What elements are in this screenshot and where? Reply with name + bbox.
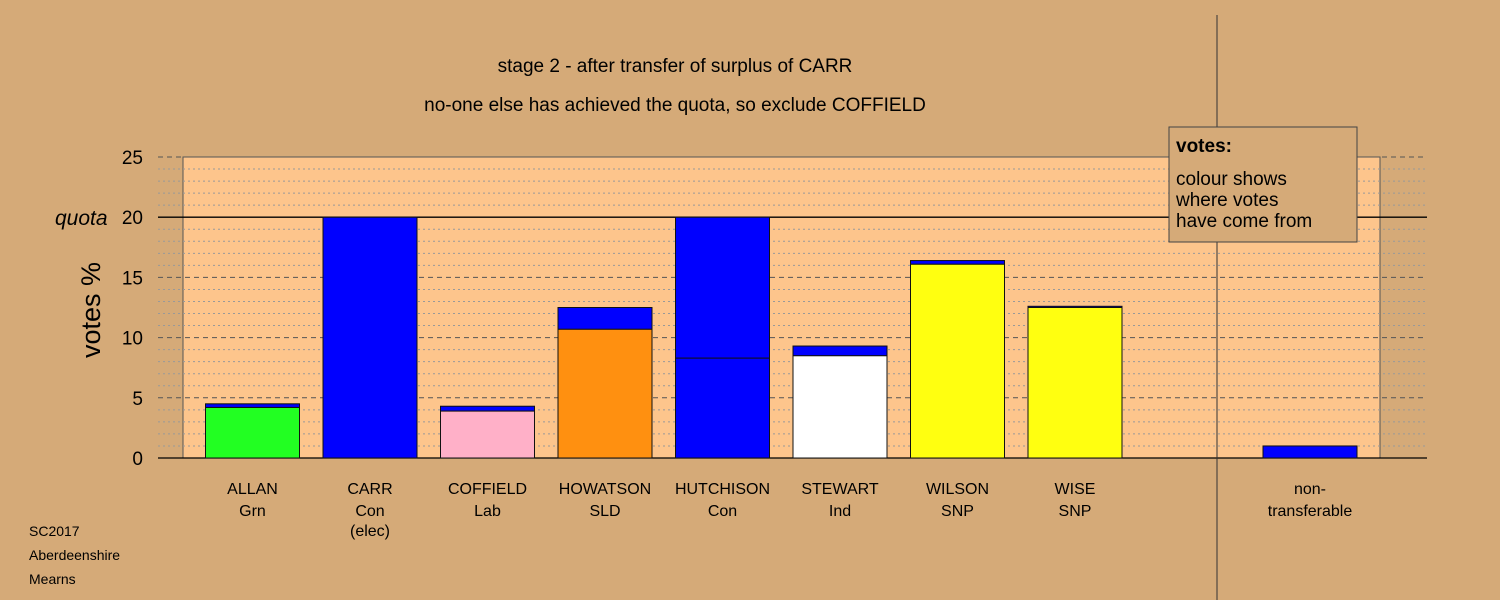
category-party-hutchison: Con — [708, 503, 737, 520]
y-tick-label: 15 — [122, 268, 143, 289]
legend-line-1: colour shows — [1176, 169, 1287, 190]
legend-box — [1168, 126, 1358, 243]
legend-line-3: have come from — [1176, 211, 1312, 232]
bar-segment-coffield — [440, 405, 535, 412]
category-party-carr: Con — [355, 503, 384, 520]
y-axis-ticks: 0 5 10 15 20 25 — [122, 148, 143, 470]
category-name-howatson: HOWATSON — [559, 481, 651, 498]
category-party-wilson: SNP — [941, 503, 974, 520]
bar-segment-howatson — [557, 328, 653, 459]
category-name-nontransferable: non- — [1294, 481, 1326, 498]
y-tick-label: 5 — [132, 389, 143, 410]
y-axis-label: votes % — [76, 262, 106, 358]
footer-ward: Mearns — [29, 571, 76, 587]
bar-segment-wilson — [910, 260, 1005, 265]
bar-segment-hutchison — [675, 216, 770, 359]
bar-segment-stewart — [792, 355, 888, 459]
category-party-stewart: Ind — [829, 503, 851, 520]
category-note-carr: (elec) — [350, 523, 390, 540]
category-name-wilson: WILSON — [926, 481, 989, 498]
category-name2-nontransferable: transferable — [1268, 503, 1353, 520]
legend-title: votes: — [1176, 136, 1232, 157]
category-name-coffield: COFFIELD — [448, 481, 527, 498]
bar-segment-wise — [1027, 305, 1123, 308]
category-labels: ALLAN Grn CARR Con (elec) COFFIELD Lab HOWATSON… — [227, 481, 1352, 540]
category-party-allan: Grn — [239, 503, 266, 520]
bar-segment-carr — [322, 216, 418, 459]
chart-title: stage 2 - after transfer of surplus of C… — [498, 56, 853, 77]
quota-label: quota — [55, 207, 108, 230]
bar-segment-wise — [1027, 307, 1123, 459]
y-tick-label: 0 — [132, 449, 143, 470]
category-party-howatson: SLD — [589, 503, 620, 520]
bars-group — [205, 216, 1358, 459]
y-tick-label: 25 — [122, 148, 143, 169]
category-party-wise: SNP — [1059, 503, 1092, 520]
legend-line-2: where votes — [1175, 190, 1278, 211]
category-name-wise: WISE — [1055, 481, 1096, 498]
bar-segment-allan — [205, 406, 300, 459]
footer-election: SC2017 — [29, 523, 80, 539]
y-tick-label: 10 — [122, 329, 143, 350]
legend: votes: colour shows where votes have com… — [1168, 126, 1358, 243]
bar-segment-stewart — [792, 345, 888, 357]
category-party-coffield: Lab — [474, 503, 501, 520]
bar-segment-allan — [205, 403, 300, 408]
bar-segment-howatson — [557, 307, 653, 330]
footer-council: Aberdeenshire — [29, 547, 120, 563]
category-name-carr: CARR — [347, 481, 392, 498]
bar-segment-coffield — [440, 410, 535, 459]
category-name-hutchison: HUTCHISON — [675, 481, 770, 498]
chart-subtitle: no-one else has achieved the quota, so e… — [424, 95, 926, 116]
bar-segment-hutchison — [675, 357, 770, 459]
category-name-allan: ALLAN — [227, 481, 278, 498]
bar-segment-wilson — [910, 263, 1005, 459]
y-tick-label: 20 — [122, 208, 143, 229]
category-name-stewart: STEWART — [801, 481, 879, 498]
bar-segment-nontransferable — [1262, 445, 1358, 459]
